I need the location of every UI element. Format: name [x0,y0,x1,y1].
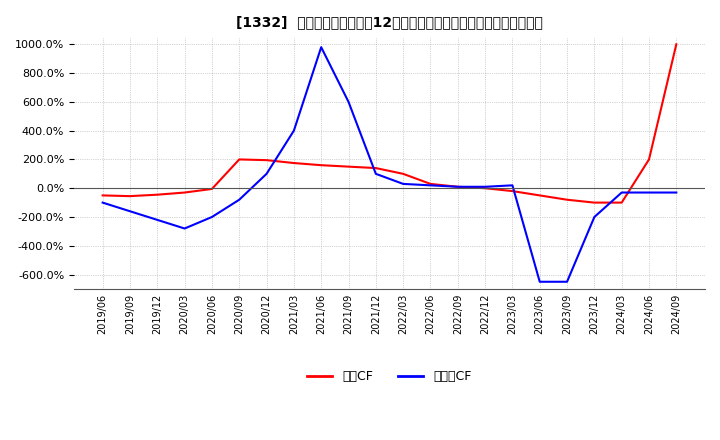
フリーCF [563,279,572,284]
フリーCF [536,279,544,284]
営業CF [344,164,353,169]
営業CF [126,194,135,199]
営業CF [99,193,107,198]
営業CF [644,157,653,162]
フリーCF [153,217,161,223]
営業CF [289,161,298,166]
フリーCF [590,214,599,220]
営業CF [481,186,490,191]
営業CF [180,190,189,195]
フリーCF [289,128,298,133]
営業CF [563,197,572,202]
営業CF [207,186,216,191]
営業CF [590,200,599,205]
フリーCF [644,190,653,195]
Line: 営業CF: 営業CF [103,44,676,202]
営業CF [399,171,408,176]
営業CF [235,157,243,162]
Legend: 営業CF, フリーCF: 営業CF, フリーCF [302,366,477,389]
営業CF [617,200,626,205]
フリーCF [617,190,626,195]
営業CF [508,188,517,194]
フリーCF [180,226,189,231]
Line: フリーCF: フリーCF [103,47,676,282]
フリーCF [235,197,243,202]
営業CF [153,192,161,197]
フリーCF [672,190,680,195]
フリーCF [344,99,353,105]
営業CF [426,181,435,187]
フリーCF [207,214,216,220]
営業CF [262,158,271,163]
営業CF [536,193,544,198]
フリーCF [99,200,107,205]
フリーCF [262,171,271,176]
フリーCF [399,181,408,187]
フリーCF [426,183,435,188]
営業CF [454,184,462,189]
営業CF [317,162,325,168]
フリーCF [317,44,325,50]
フリーCF [508,183,517,188]
フリーCF [481,184,490,189]
フリーCF [126,209,135,214]
フリーCF [454,184,462,189]
Title: [1332]  キャッシュフローの12か月移動合計の対前年同期増減率の推移: [1332] キャッシュフローの12か月移動合計の対前年同期増減率の推移 [236,15,543,29]
営業CF [372,165,380,171]
営業CF [672,42,680,47]
フリーCF [372,171,380,176]
